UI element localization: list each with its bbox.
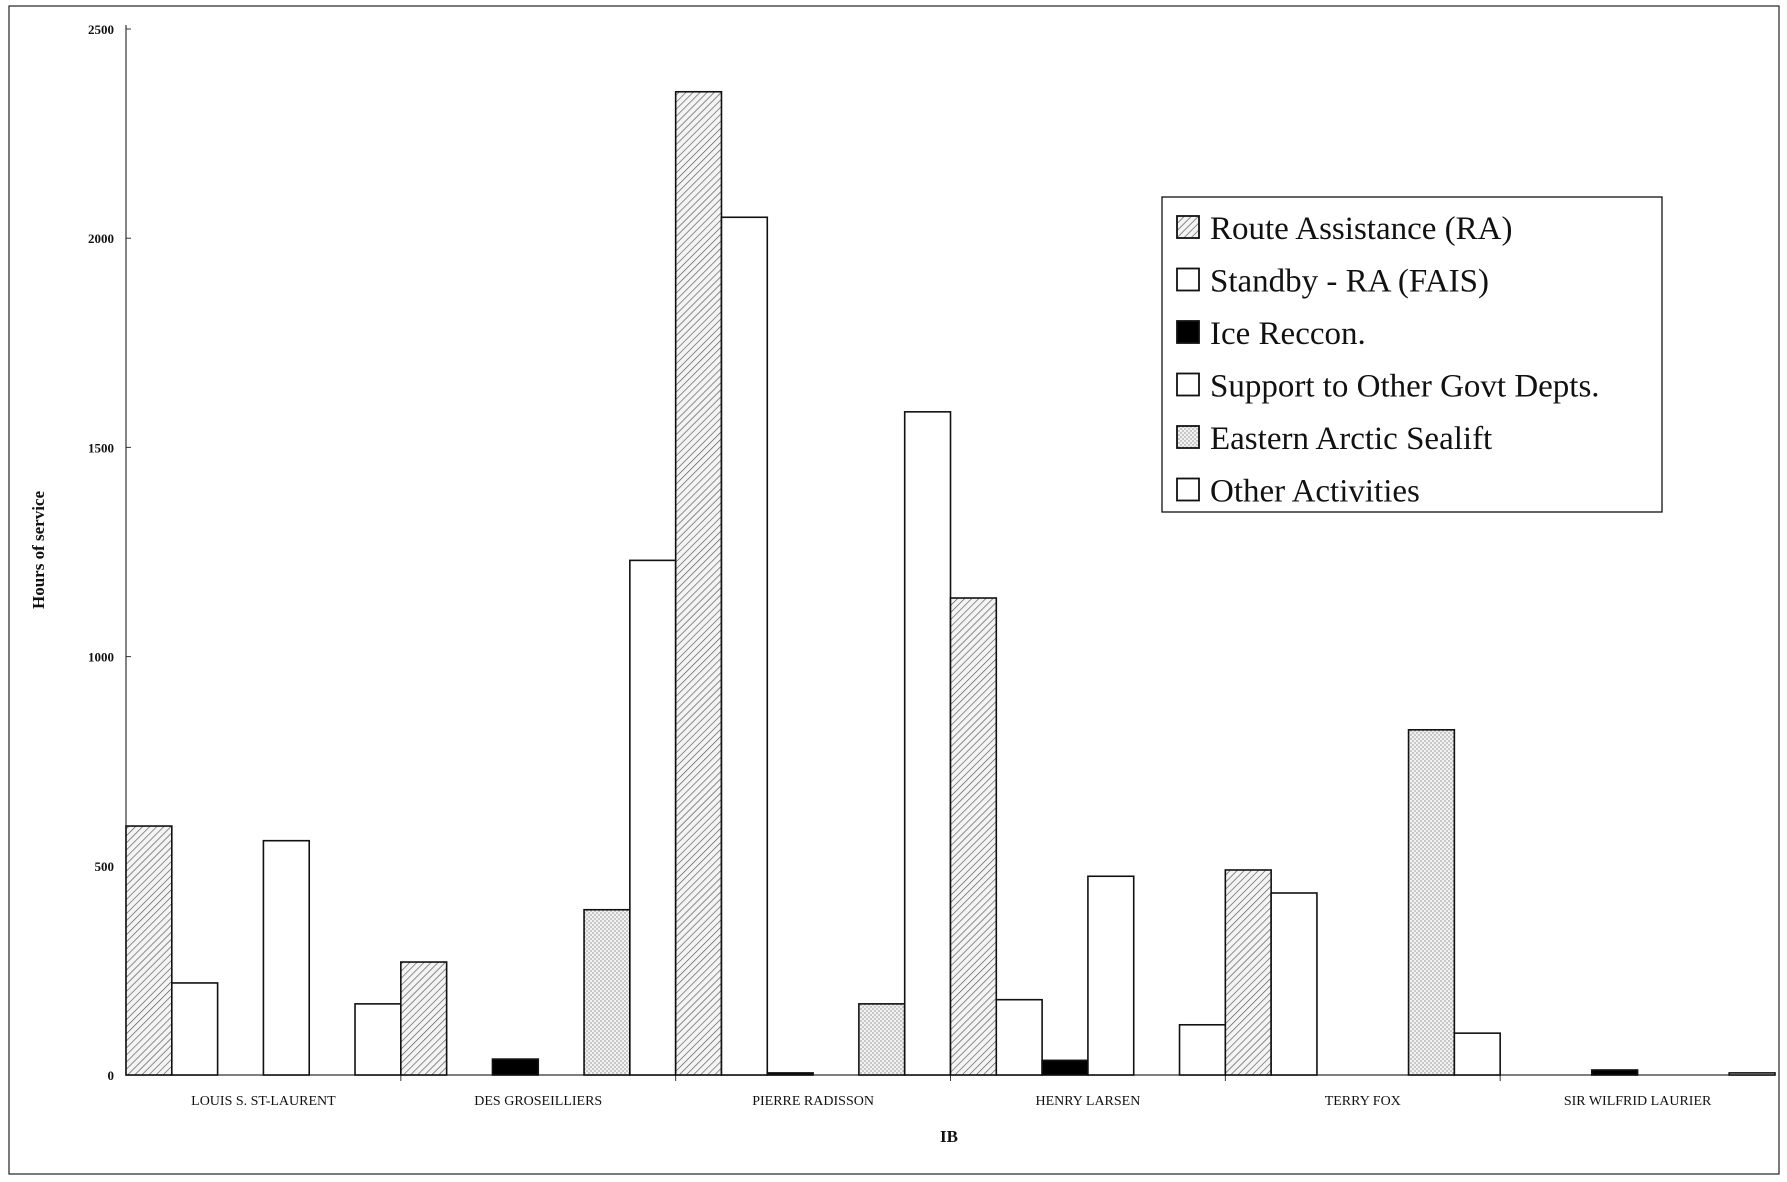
legend-swatch	[1176, 372, 1200, 397]
plot-frame	[8, 5, 1780, 1175]
bar	[1224, 869, 1272, 1076]
bars	[125, 90, 1776, 1076]
bar	[171, 982, 219, 1076]
legend-swatch	[1176, 215, 1200, 239]
legend-swatch	[1176, 477, 1200, 502]
x-axis-title: IB	[940, 1127, 958, 1146]
bar	[1407, 729, 1456, 1076]
legend-label: Support to Other Govt Depts.	[1210, 369, 1600, 405]
bar	[1590, 1069, 1639, 1076]
bar	[629, 559, 677, 1076]
x-tick-label: SIR WILFRID LAURIER	[1564, 1094, 1712, 1109]
y-tick-label: 1500	[88, 440, 114, 455]
bar	[1728, 1072, 1776, 1076]
bar	[125, 825, 173, 1076]
legend-swatch	[1176, 320, 1200, 344]
legend-swatch	[1176, 267, 1200, 292]
x-tick-label: PIERRE RADISSON	[752, 1094, 874, 1109]
y-tick-label: 0	[108, 1068, 115, 1083]
bar	[400, 961, 448, 1076]
bar	[1270, 892, 1318, 1076]
bar	[674, 90, 723, 1076]
bar	[262, 839, 311, 1076]
axes: 0 500 1000 1500 2000 2500 LOUIS S. ST-LAURENT D…	[88, 22, 1775, 1109]
bar	[903, 411, 952, 1076]
bar	[858, 1003, 906, 1076]
bar	[1453, 1032, 1501, 1076]
x-tick-label: LOUIS S. ST-LAURENT	[191, 1094, 336, 1109]
y-tick-label: 2500	[88, 22, 114, 37]
y-tick-label: 2000	[88, 231, 114, 246]
bar	[1178, 1023, 1227, 1076]
legend-label: Ice Reccon.	[1210, 316, 1366, 352]
legend-label: Route Assistance (RA)	[1210, 211, 1512, 247]
y-axis-title: Hours of service	[29, 491, 48, 609]
bar	[1087, 875, 1135, 1076]
bar	[766, 1072, 814, 1076]
y-tick-label: 500	[95, 859, 115, 874]
x-tick-label: TERRY FOX	[1325, 1094, 1401, 1109]
y-tick-label: 1000	[88, 650, 114, 665]
bar	[491, 1058, 540, 1076]
legend-label: Standby - RA (FAIS)	[1210, 264, 1489, 300]
legend-swatch	[1176, 425, 1200, 449]
x-tick-label: DES GROSEILLIERS	[474, 1094, 602, 1109]
bar	[720, 216, 769, 1076]
bar	[583, 908, 631, 1076]
bar	[949, 597, 998, 1076]
legend-label: Other Activities	[1210, 474, 1420, 510]
bar	[995, 998, 1043, 1076]
bar	[354, 1003, 402, 1076]
legend-label: Eastern Arctic Sealift	[1210, 421, 1492, 457]
bar	[1041, 1059, 1089, 1076]
legend: Route Assistance (RA) Standby - RA (FAIS)…	[1161, 196, 1663, 513]
legend-box	[1161, 196, 1663, 513]
x-tick-label: HENRY LARSEN	[1035, 1094, 1140, 1109]
